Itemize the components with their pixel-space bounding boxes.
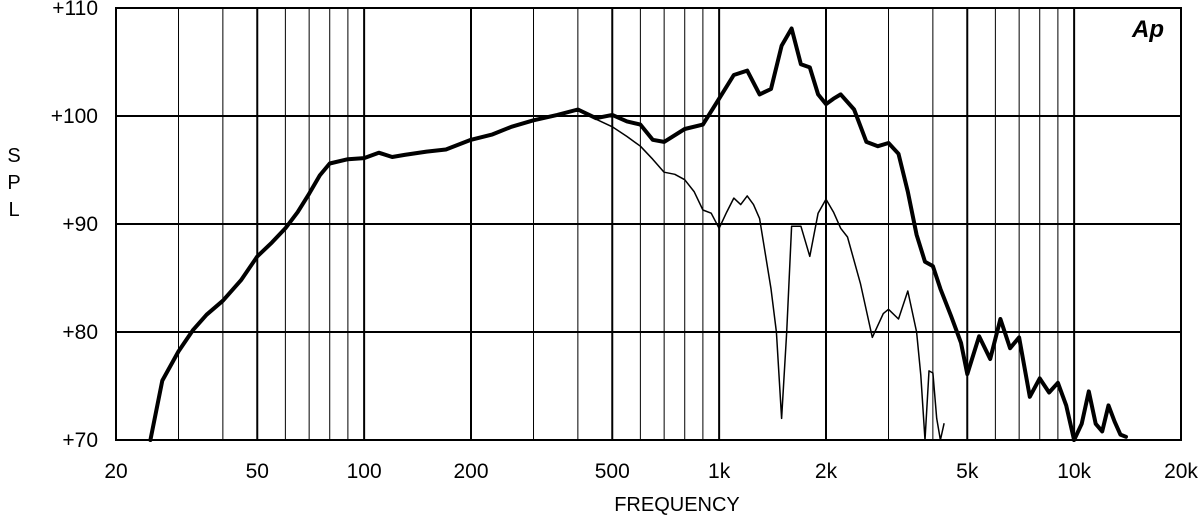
- y-tick-label: +90: [62, 213, 98, 236]
- x-axis-title: FREQUENCY: [614, 494, 740, 516]
- y-axis-title-char: L: [8, 199, 19, 221]
- y-axis-title-char: P: [7, 172, 20, 194]
- x-tick-label: 2k: [815, 460, 838, 483]
- x-tick-label: 1k: [708, 460, 731, 483]
- x-tick-label: 20: [104, 460, 127, 483]
- ap-logo: Ap: [1131, 16, 1164, 43]
- y-tick-labels: +70 +80 +90 +100 +110: [51, 0, 98, 452]
- x-tick-label: 200: [453, 460, 488, 483]
- major-gridlines: [116, 8, 1181, 440]
- y-tick-label: +110: [52, 0, 98, 20]
- series-layer: [148, 26, 1128, 442]
- x-tick-labels: 20 50 100 200 500 1k 2k 5k 10k 20k: [104, 460, 1198, 483]
- x-tick-label: 5k: [956, 460, 979, 483]
- y-tick-label: +80: [62, 321, 98, 344]
- series-line-thick: [148, 26, 1128, 442]
- x-tick-label: 10k: [1057, 460, 1091, 483]
- y-tick-label: +70: [62, 429, 98, 452]
- series-line-thin: [577, 108, 945, 441]
- x-tick-label: 50: [246, 460, 269, 483]
- x-tick-label: 20k: [1164, 460, 1198, 483]
- y-axis-title-char: S: [7, 145, 20, 167]
- y-tick-label: +100: [51, 105, 98, 128]
- x-tick-label: 500: [595, 460, 630, 483]
- x-tick-label: 100: [347, 460, 382, 483]
